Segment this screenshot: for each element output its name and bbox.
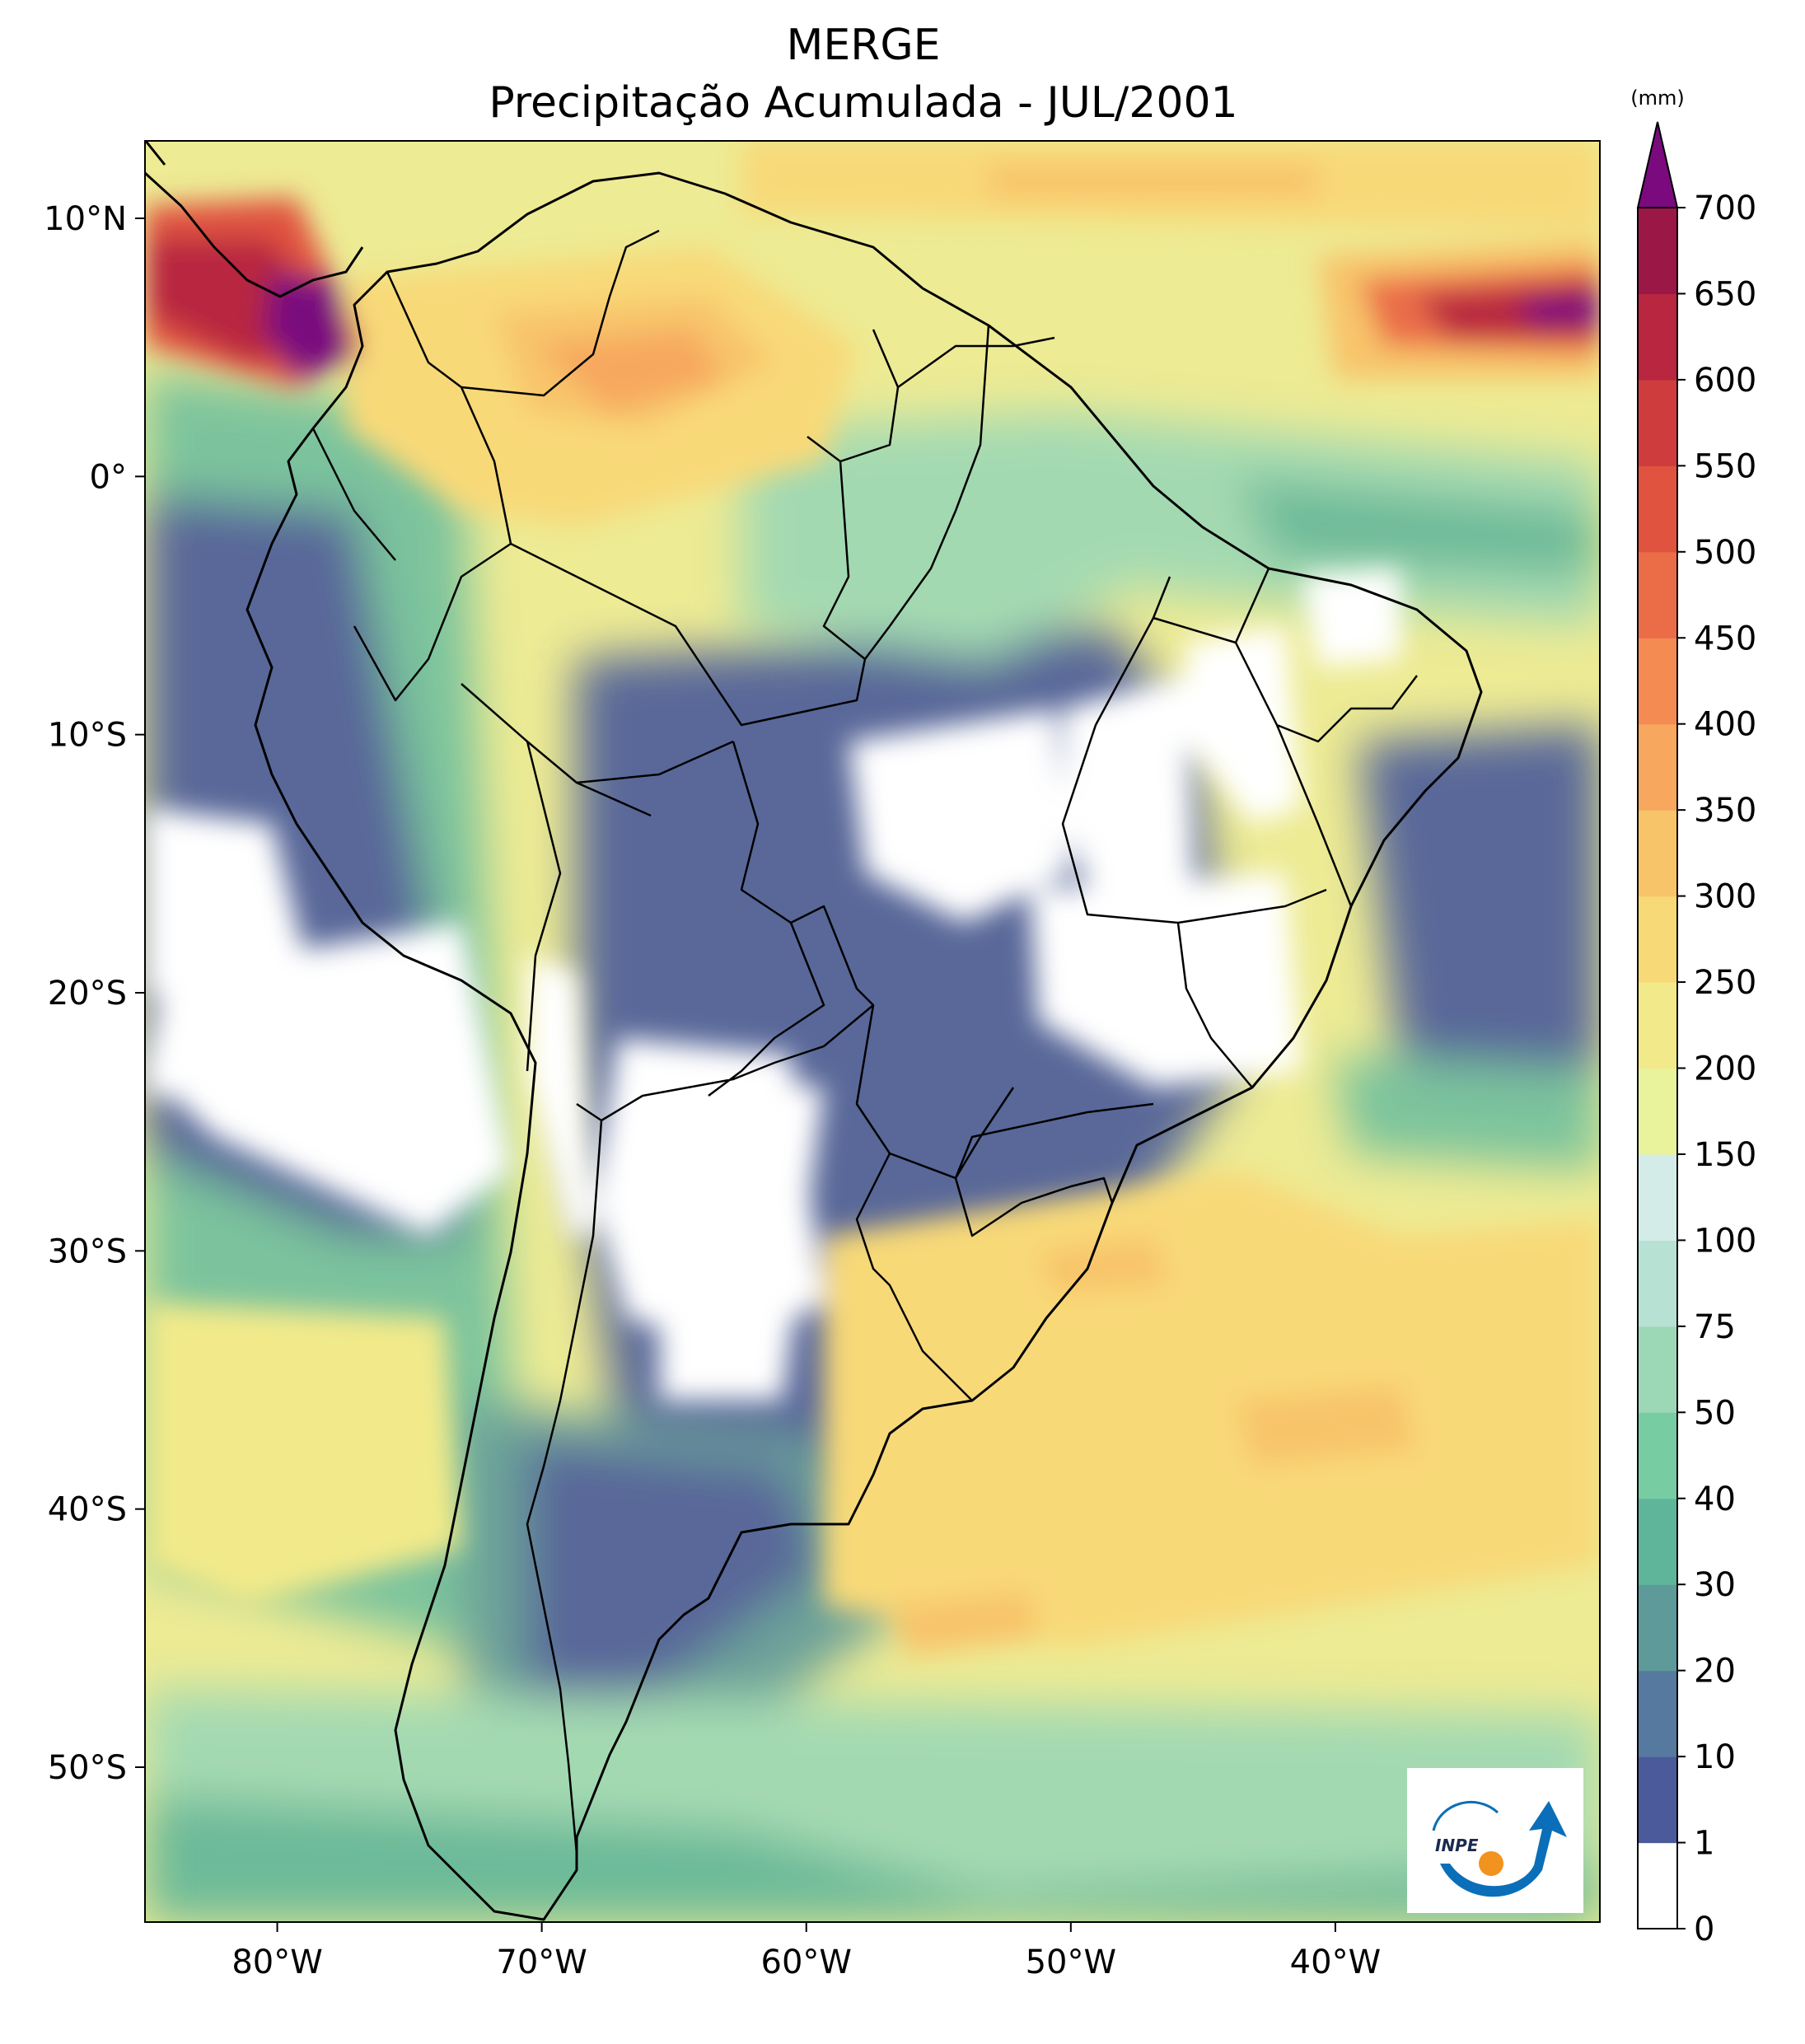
logo-swoosh	[1440, 1801, 1567, 1897]
colorbar-tick-label: 600	[1694, 362, 1756, 400]
central-america-coastline	[145, 141, 364, 298]
colorbar-segment	[1638, 293, 1677, 381]
colorbar-segment	[1638, 1068, 1677, 1155]
colorbar-tick-label: 400	[1694, 706, 1756, 744]
lat-tick-label: 40°S	[48, 1491, 127, 1529]
colorbar-tick-label: 650	[1694, 275, 1756, 313]
lat-tick-label: 20°S	[48, 975, 127, 1013]
colorbar-segment	[1638, 208, 1677, 295]
colorbar-segment	[1638, 1756, 1677, 1844]
colorbar-tick-label: 40	[1694, 1480, 1736, 1518]
lon-tick-label: 70°W	[496, 1943, 587, 1981]
colorbar-tick-label: 30	[1694, 1566, 1736, 1604]
lon-tick-label: 60°W	[761, 1943, 852, 1981]
map-frame	[144, 140, 1601, 1923]
south-america-coastline	[245, 171, 1483, 1921]
logo-orange-dot	[1479, 1851, 1503, 1876]
colorbar-segment	[1638, 1326, 1677, 1413]
colorbar-tick-label: 200	[1694, 1050, 1756, 1088]
logo-orbit-arc	[1432, 1800, 1499, 1831]
colorbar-tick-label: 100	[1694, 1222, 1756, 1260]
lat-tick-label: 50°S	[48, 1749, 127, 1787]
colorbar-tick-label: 250	[1694, 964, 1756, 1002]
colorbar-segment	[1638, 1412, 1677, 1499]
lon-tick-label: 80°W	[231, 1943, 322, 1981]
colorbar-segment	[1638, 1153, 1677, 1241]
lon-tick-label: 40°W	[1290, 1943, 1381, 1981]
colorbar-segment	[1638, 1670, 1677, 1757]
precipitation-colorbar: 0 1 10 20 30 40 50 75 100 150 200 250 300 350 400 450 50…	[1636, 121, 1756, 1948]
colorbar-tick-label: 150	[1694, 1136, 1756, 1174]
logo-text: INPE	[1435, 1836, 1479, 1855]
lat-tick-label: 10°S	[48, 717, 127, 755]
colorbar-segment	[1638, 1498, 1677, 1585]
colorbar-unit-label: (mm)	[1630, 87, 1684, 110]
colorbar-segment	[1638, 896, 1677, 983]
colorbar-segment	[1638, 551, 1677, 638]
colorbar-segment	[1638, 1240, 1677, 1327]
lat-tick-label: 0°	[90, 458, 127, 496]
colorbar-segment	[1638, 465, 1677, 553]
colorbar-tick-label: 350	[1694, 792, 1756, 830]
colorbar-segment	[1638, 1842, 1677, 1929]
lat-tick-label: 10°N	[44, 200, 127, 238]
lat-tick-label: 30°S	[48, 1232, 127, 1270]
colorbar-tick-label: 75	[1694, 1308, 1736, 1346]
colorbar-tick-label: 450	[1694, 620, 1756, 657]
national-borders	[311, 229, 1418, 1855]
figure-title: MERGE	[786, 21, 940, 70]
figure-subtitle: Precipitação Acumulada - JUL/2001	[489, 78, 1237, 128]
colorbar-tick-label: 300	[1694, 878, 1756, 916]
colorbar-tick-label: 700	[1694, 189, 1756, 227]
lon-tick-label: 50°W	[1026, 1943, 1116, 1981]
map-axis-ticks: 80°W 70°W 60°W 50°W 40°W 10°N 0° 10°S 20°S 30°S 40…	[44, 200, 1381, 1981]
colorbar-segment	[1638, 638, 1677, 725]
inpe-logo: INPE	[1407, 1768, 1583, 1913]
colorbar-tick-label: 50	[1694, 1394, 1736, 1432]
country-borders	[145, 141, 1483, 1921]
precipitation-field	[145, 141, 1600, 1922]
colorbar-segment	[1638, 982, 1677, 1069]
colorbar-tick-label: 10	[1694, 1738, 1736, 1776]
map-area: INPE	[145, 141, 1600, 1922]
colorbar-segment	[1638, 723, 1677, 811]
colorbar-tick-label: 1	[1694, 1825, 1714, 1863]
colorbar-segment	[1638, 810, 1677, 897]
colorbar-tick-label: 550	[1694, 447, 1756, 485]
colorbar-segment	[1638, 379, 1677, 466]
colorbar-extend-arrow	[1636, 121, 1679, 208]
colorbar-tick-label: 0	[1694, 1911, 1714, 1948]
colorbar-tick-label: 20	[1694, 1653, 1736, 1691]
colorbar-segment	[1638, 1584, 1677, 1672]
colorbar-tick-label: 500	[1694, 534, 1756, 572]
